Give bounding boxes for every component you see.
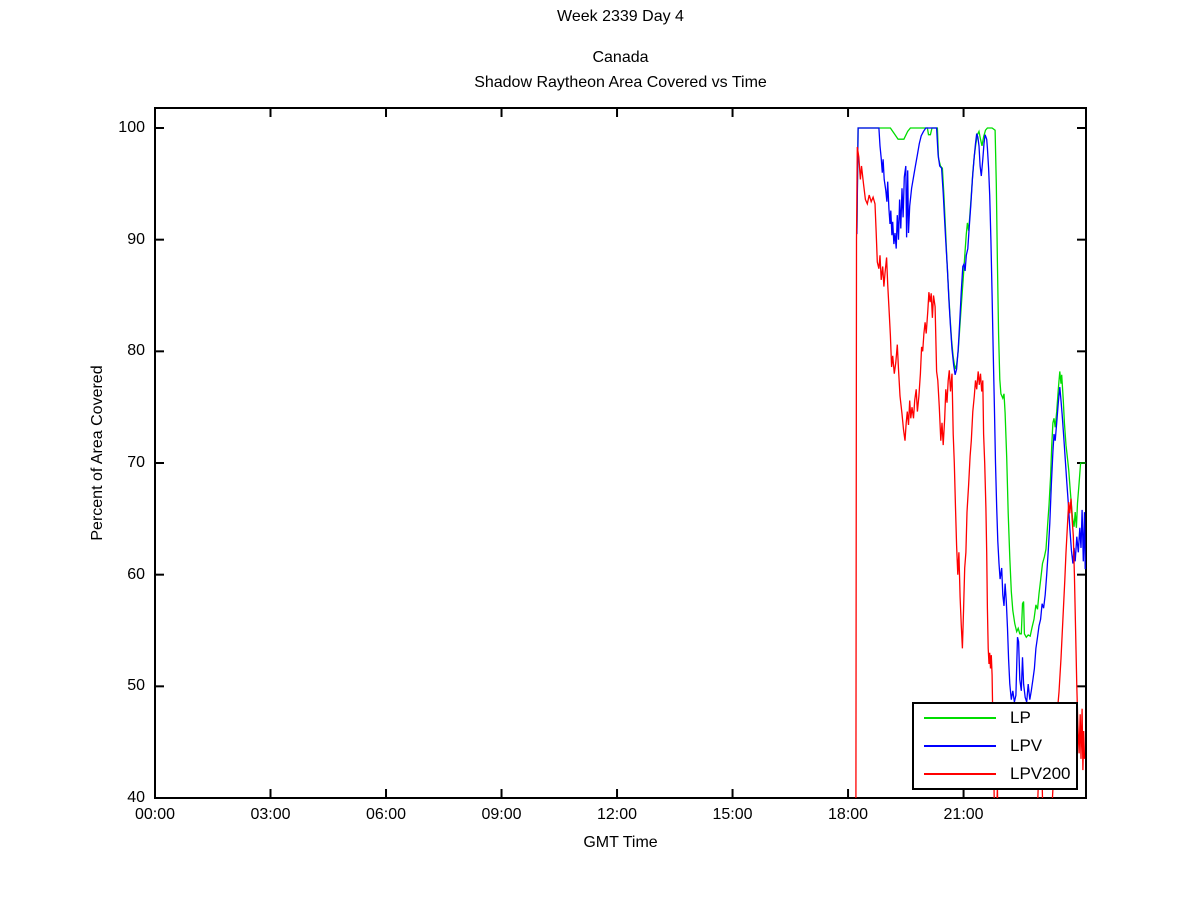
lpv200-line: [855, 146, 1086, 798]
x-tick-label-1: 03:00: [250, 806, 291, 823]
legend-item-lpv200: LPV200: [914, 760, 1076, 788]
y-tick-label-1: 90: [127, 230, 145, 248]
x-tick-label-5: 15:00: [712, 806, 753, 823]
figure-title: Shadow Raytheon Area Covered vs Time: [474, 74, 767, 91]
x-tick-label-2: 06:00: [365, 806, 407, 823]
y-tick-label-6: 40: [127, 789, 145, 806]
lp-line-sample-icon: [924, 717, 996, 719]
x-tick-label-4: 12:00: [597, 806, 638, 823]
y-tick-label-2: 80: [127, 342, 145, 360]
lpv-line-sample-icon: [924, 745, 996, 747]
y-tick-label-4: 60: [127, 565, 145, 583]
y-tick-label-0: 100: [118, 119, 145, 136]
legend: LP LPV LPV200: [912, 702, 1078, 790]
x-tick-label-6: 18:00: [828, 806, 869, 823]
legend-label-lpv200: LPV200: [1010, 764, 1071, 783]
x-tick-label-3: 09:00: [481, 806, 522, 823]
legend-label-lp: LP: [1010, 708, 1031, 727]
y-tick-label-3: 70: [127, 454, 145, 471]
x-tick-label-7: 21:00: [943, 806, 984, 823]
legend-item-lpv: LPV: [914, 732, 1076, 760]
lpv-line: [856, 127, 1086, 703]
figure-subtitle-country: Canada: [592, 49, 649, 66]
legend-label-lpv: LPV: [1010, 736, 1043, 755]
x-tick-label-0: 00:00: [134, 806, 176, 823]
axes-box: [154, 107, 1087, 799]
legend-item-lp: LP: [914, 704, 1076, 732]
figure-suptitle: Week 2339 Day 4: [557, 8, 684, 25]
x-axis-label: GMT Time: [583, 834, 658, 851]
lpv200-line-sample-icon: [924, 773, 996, 775]
y-tick-label-5: 50: [127, 677, 145, 695]
